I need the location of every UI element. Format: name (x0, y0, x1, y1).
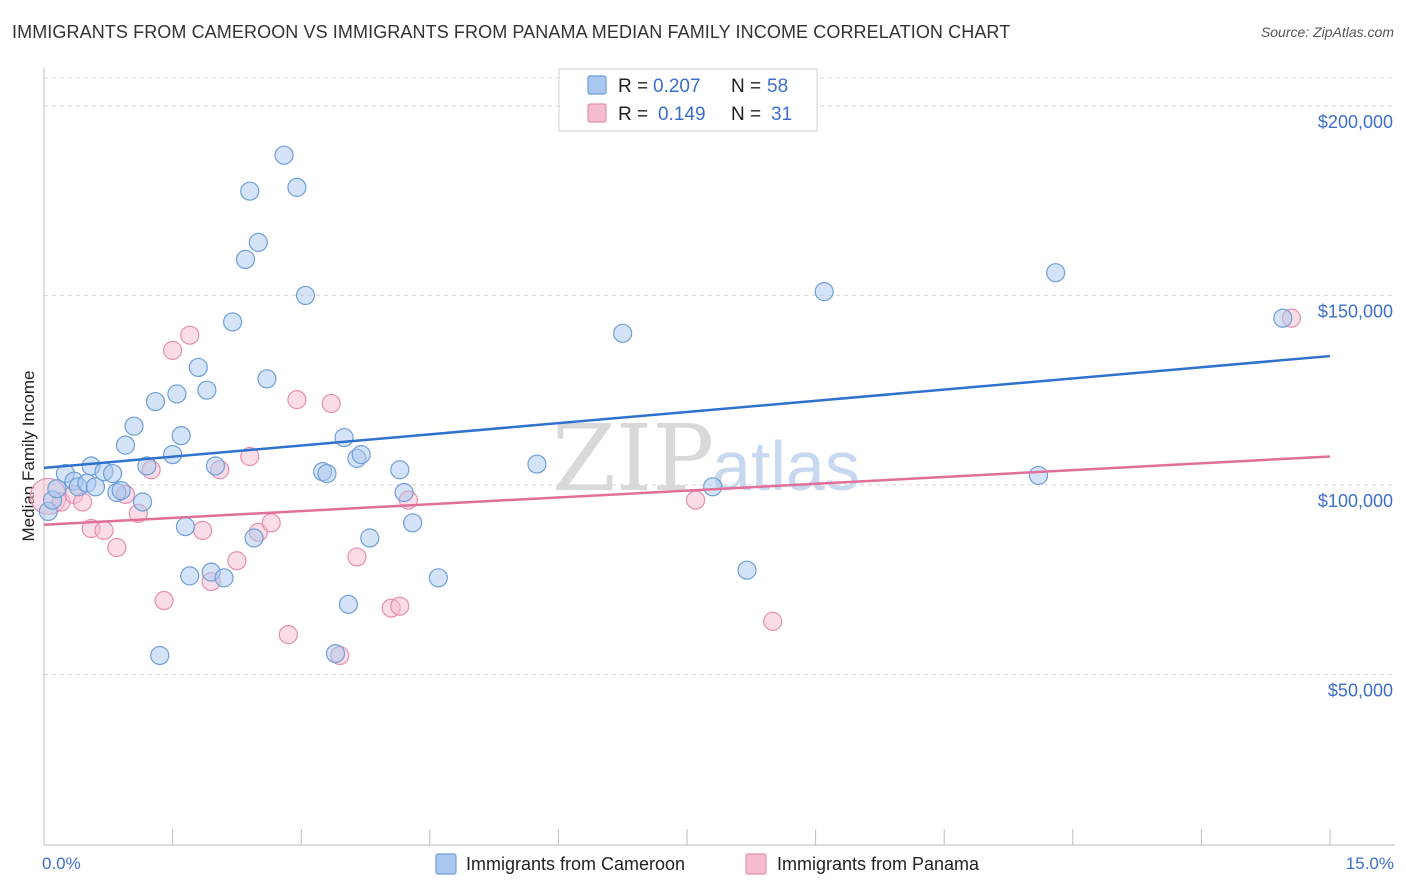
data-point-cameroon (737, 560, 757, 580)
data-point-panama (154, 590, 174, 611)
data-point-panama (94, 520, 114, 541)
data-point-cameroon (274, 145, 294, 165)
data-point-cameroon (317, 463, 337, 484)
watermark-atlas: atlas (712, 427, 860, 505)
trend-line-cameroon (43, 354, 1331, 470)
legend-n-label: N = (731, 104, 761, 125)
data-point-cameroon (1046, 263, 1066, 283)
data-point-panama (261, 513, 281, 533)
data-point-cameroon (257, 369, 277, 389)
y-tick-label: $100,000 (1318, 491, 1393, 511)
data-point-panama (227, 551, 247, 571)
legend-swatch-panama (745, 853, 767, 875)
y-tick-labels: $50,000 $100,000 $150,000 $200,000 (1318, 112, 1393, 701)
data-point-cameroon (214, 568, 234, 588)
data-point-cameroon (1028, 465, 1049, 486)
data-point-cameroon (132, 492, 153, 512)
data-point-panama (347, 547, 367, 567)
data-point-cameroon (390, 460, 410, 480)
data-point-panama (278, 625, 298, 645)
y-tick-label: $200,000 (1318, 112, 1393, 132)
data-point-cameroon (137, 456, 157, 476)
data-point-cameroon (102, 463, 123, 484)
data-point-cameroon (244, 528, 264, 548)
data-point-cameroon (175, 517, 196, 537)
y-tick-label: $50,000 (1328, 680, 1393, 700)
series-legend: Immigrants from Cameroon Immigrants from… (435, 853, 980, 875)
data-point-panama (240, 446, 260, 467)
data-point-cameroon (235, 249, 256, 270)
legend-n-value: 31 (771, 104, 792, 125)
data-point-cameroon (814, 282, 834, 302)
data-point-panama (107, 537, 127, 558)
data-point-cameroon (338, 594, 358, 614)
data-point-cameroon (197, 380, 217, 400)
data-point-cameroon (295, 285, 316, 306)
data-point-cameroon (223, 312, 243, 332)
y-axis-label: Median Family Income (19, 370, 38, 541)
data-point-panama (390, 596, 410, 616)
x-tick-label-min: 0.0% (42, 854, 81, 873)
data-point-cameroon (360, 528, 380, 548)
chart-title: IMMIGRANTS FROM CAMEROON VS IMMIGRANTS F… (12, 22, 1011, 42)
trend-line-panama (43, 455, 1331, 526)
data-point-cameroon (240, 181, 260, 201)
data-point-cameroon (703, 477, 723, 497)
data-point-cameroon (145, 391, 166, 412)
data-point-cameroon (171, 426, 191, 446)
data-point-panama (763, 611, 783, 631)
data-point-cameroon (248, 232, 268, 252)
legend-r-value: 0.207 (653, 76, 701, 97)
data-point-cameroon (334, 427, 354, 448)
data-point-cameroon (111, 481, 131, 501)
x-tick-marks (43, 829, 1331, 845)
data-point-panama (163, 340, 183, 360)
y-tick-label: $150,000 (1318, 301, 1393, 321)
data-point-cameroon (287, 177, 307, 197)
data-point-cameroon (325, 643, 346, 664)
data-point-cameroon (428, 568, 448, 588)
data-point-cameroon (85, 477, 106, 497)
data-point-panama (180, 325, 200, 345)
legend-label-cameroon: Immigrants from Cameroon (466, 854, 685, 874)
source-label: Source: ZipAtlas.com (1260, 24, 1394, 40)
data-point-cameroon (167, 384, 187, 404)
legend-swatch-panama (587, 103, 607, 123)
data-point-cameroon (394, 482, 414, 503)
data-point-cameroon (205, 456, 226, 476)
data-point-cameroon (47, 479, 67, 499)
legend-r-value: 0.149 (658, 104, 706, 125)
data-point-cameroon (124, 416, 144, 436)
data-point-cameroon (1273, 308, 1293, 328)
legend-r-label: R = (618, 104, 648, 125)
data-point-panama (685, 490, 706, 510)
legend-n-value: 58 (767, 76, 788, 97)
data-point-cameroon (163, 445, 183, 465)
data-point-panama (321, 393, 341, 414)
legend-swatch-cameroon (435, 853, 457, 875)
data-point-cameroon (403, 513, 423, 533)
grid-lines (44, 77, 1395, 675)
x-tick-label-max: 15.0% (1346, 854, 1394, 873)
stats-legend: R = 0.207 N = 58 R = 0.149 N = 31 (558, 68, 818, 132)
series-cameroon-points (38, 145, 1293, 666)
data-point-cameroon (150, 645, 170, 666)
data-point-cameroon (613, 323, 633, 343)
data-point-panama (193, 520, 213, 541)
data-point-cameroon (180, 566, 200, 586)
data-point-cameroon (351, 445, 371, 465)
data-point-cameroon (188, 357, 208, 378)
legend-swatch-cameroon (587, 75, 607, 95)
data-point-cameroon (115, 435, 136, 455)
data-point-panama (287, 390, 307, 410)
legend-n-label: N = (731, 76, 761, 97)
data-point-cameroon (527, 454, 547, 474)
legend-label-panama: Immigrants from Panama (777, 854, 980, 874)
legend-r-label: R = (618, 76, 648, 97)
